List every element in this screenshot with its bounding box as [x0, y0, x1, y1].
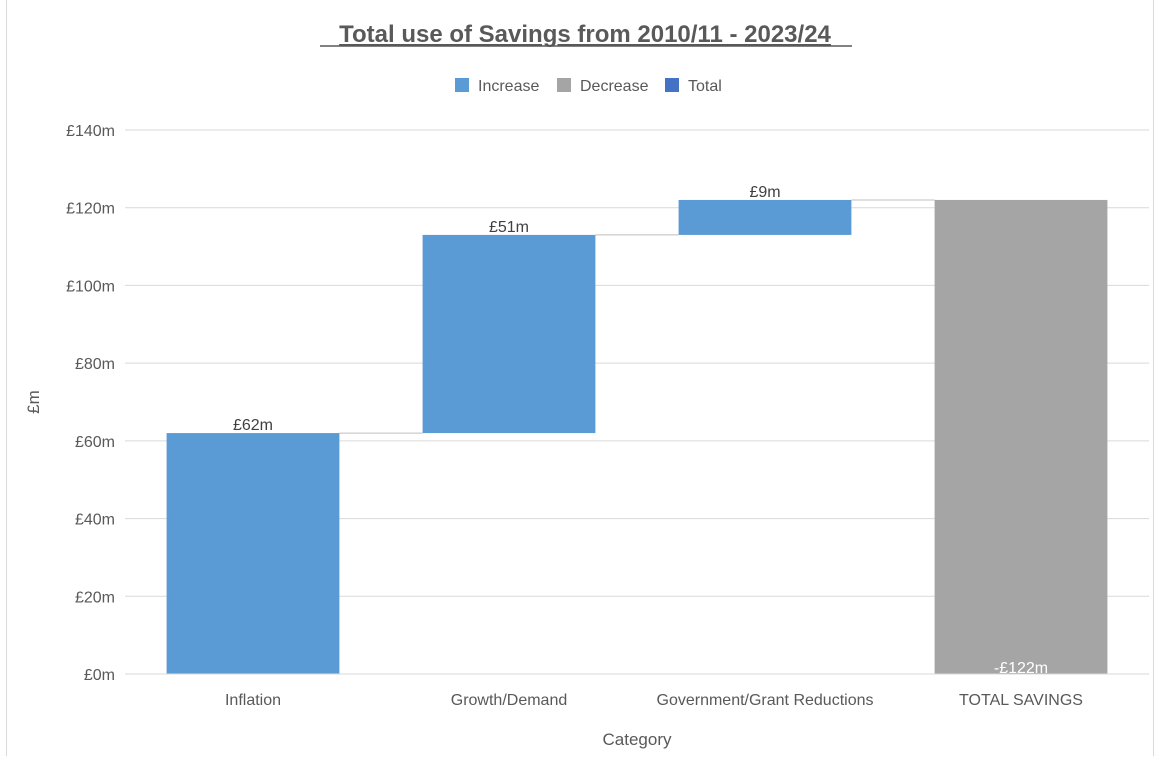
- legend-swatch-increase: [455, 78, 469, 92]
- bars: [166, 199, 1108, 674]
- chart-title: Total use of Savings from 2010/11 - 2023…: [339, 21, 831, 48]
- y-tick-label: £60m: [75, 434, 115, 451]
- data-labels: £62m £51m £9m -£122m: [233, 184, 1048, 677]
- y-tick-label: £100m: [66, 278, 115, 295]
- data-label: £9m: [749, 184, 780, 201]
- y-axis-ticks: £0m £20m £40m £60m £80m £100m £120m £140m: [66, 123, 115, 684]
- legend: Increase Decrease Total: [455, 78, 722, 95]
- bar-growth-demand: [422, 234, 596, 434]
- x-axis-ticks: Inflation Growth/Demand Government/Grant R…: [225, 692, 1083, 709]
- x-axis-label: Category: [603, 730, 672, 749]
- legend-label-total: Total: [688, 78, 722, 95]
- legend-swatch-total: [665, 78, 679, 92]
- y-tick-label: £140m: [66, 123, 115, 140]
- waterfall-chart: Total use of Savings from 2010/11 - 2023…: [24, 21, 1149, 749]
- x-tick-label: TOTAL SAVINGS: [959, 692, 1083, 709]
- data-label: £62m: [233, 417, 273, 434]
- y-tick-label: £40m: [75, 512, 115, 529]
- y-tick-label: £20m: [75, 589, 115, 606]
- data-label: -£122m: [994, 660, 1048, 677]
- x-tick-label: Growth/Demand: [451, 692, 568, 709]
- legend-swatch-decrease: [557, 78, 571, 92]
- y-axis-label: £m: [24, 390, 43, 414]
- legend-label-decrease: Decrease: [580, 78, 649, 95]
- bar-inflation: [166, 433, 340, 674]
- connector-lines: [339, 199, 935, 434]
- y-tick-label: £120m: [66, 201, 115, 218]
- x-tick-label: Government/Grant Reductions: [657, 692, 874, 709]
- bar-government-grant-reductions: [678, 199, 852, 235]
- legend-label-increase: Increase: [478, 78, 539, 95]
- chart-frame: Total use of Savings from 2010/11 - 2023…: [6, 0, 1154, 756]
- data-label: £51m: [489, 219, 529, 236]
- x-tick-label: Inflation: [225, 692, 281, 709]
- y-tick-label: £80m: [75, 356, 115, 373]
- bar-total-savings: [934, 199, 1108, 674]
- y-tick-label: £0m: [84, 667, 115, 684]
